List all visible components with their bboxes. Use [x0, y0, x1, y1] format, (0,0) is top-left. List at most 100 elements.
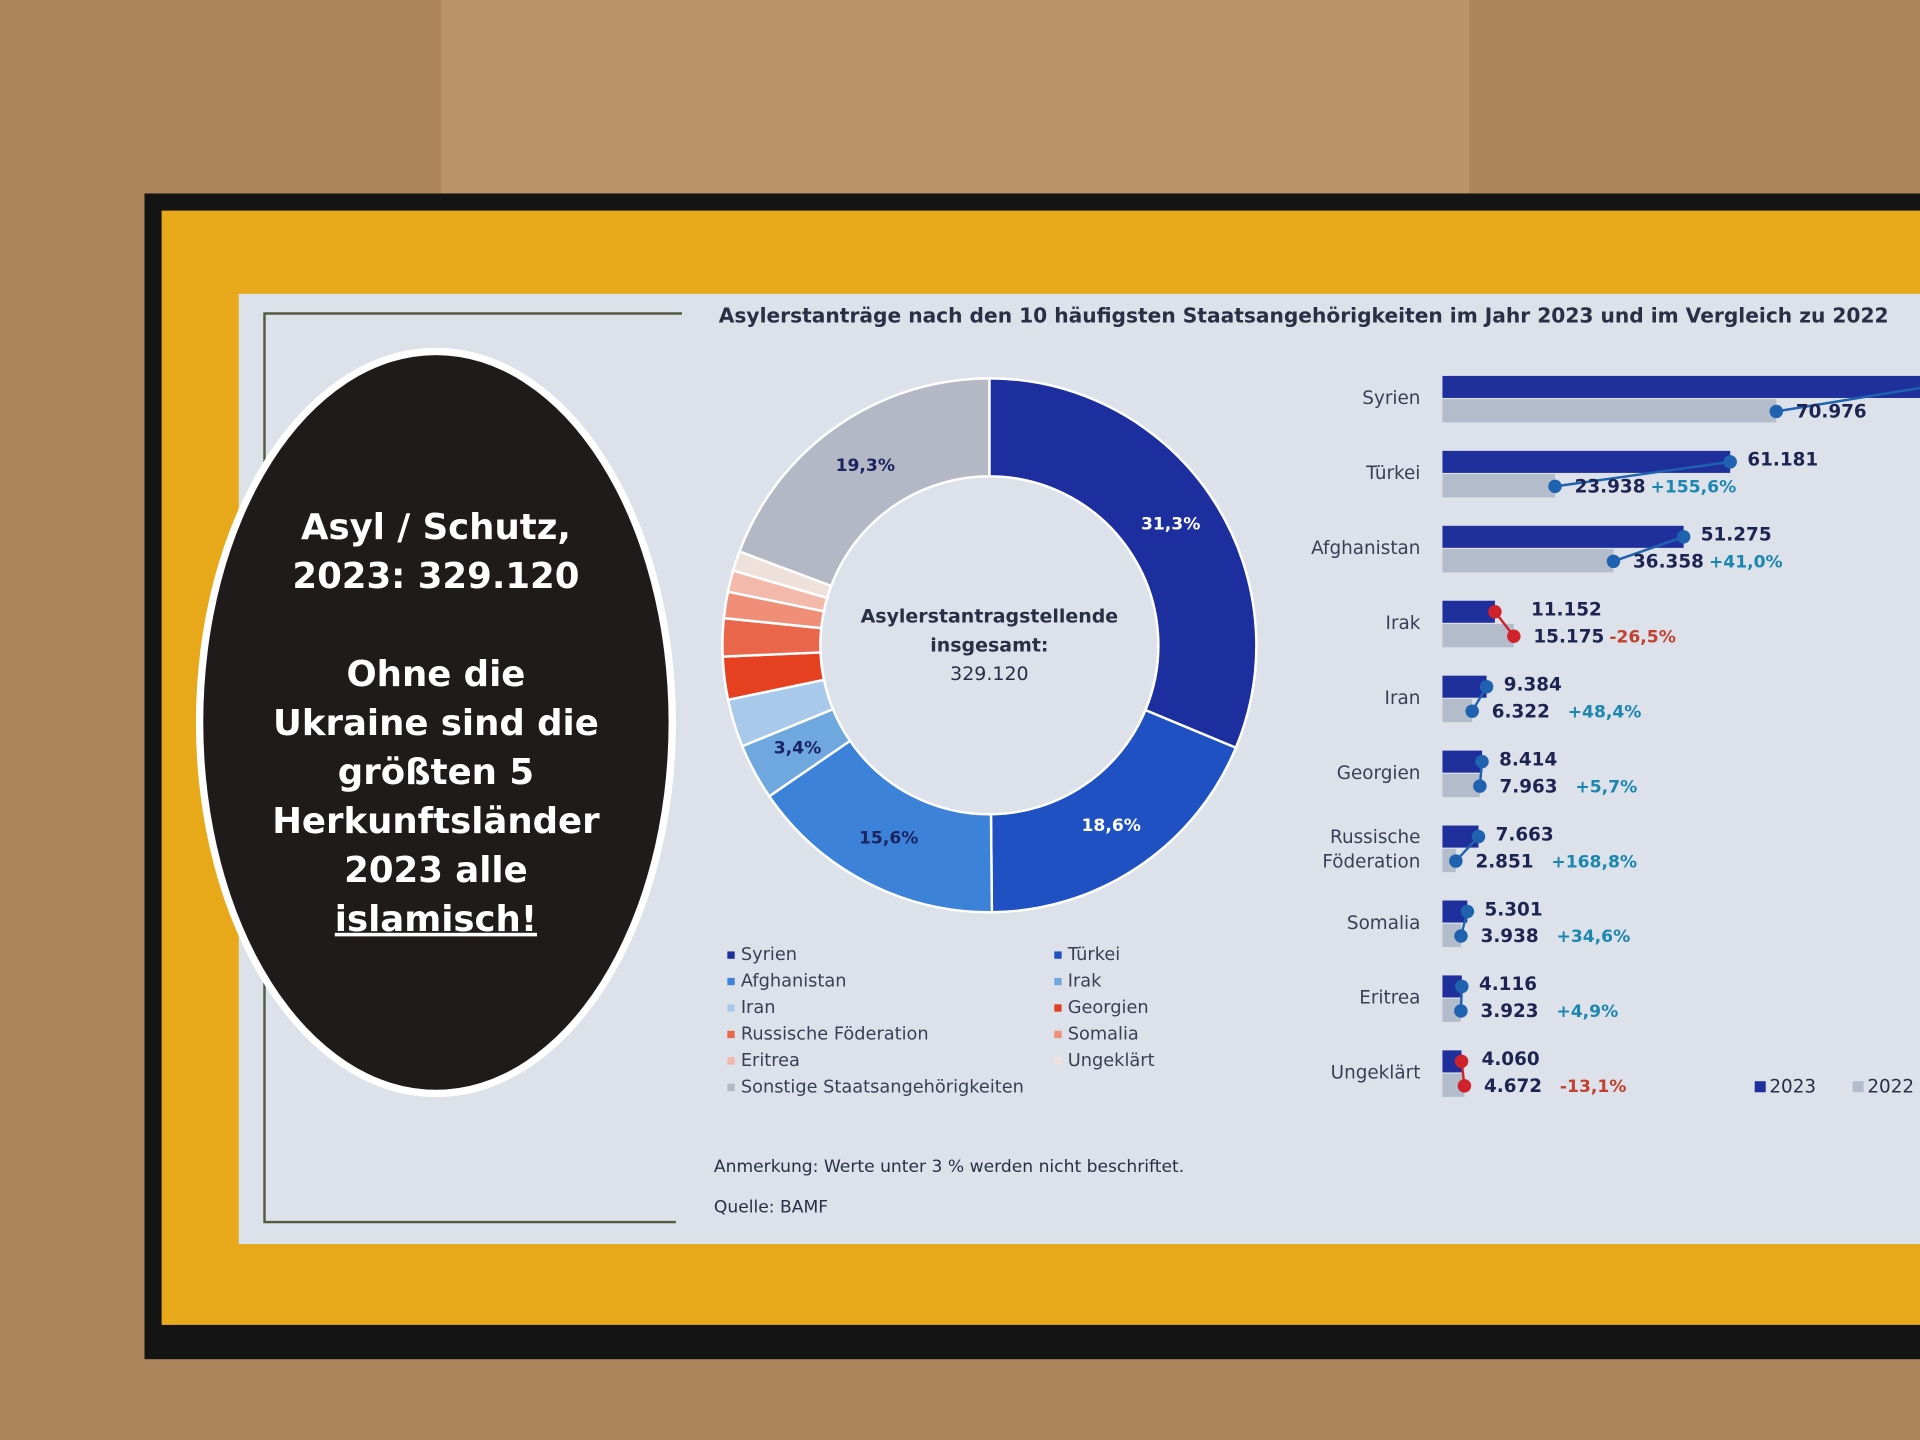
legend-label: Sonstige Staatsangehörigkeiten: [741, 1077, 1024, 1097]
legend-swatch: [727, 1057, 735, 1065]
legend-label: Ungeklärt: [1068, 1051, 1155, 1071]
dot-2023: [1676, 530, 1691, 544]
dot-2023: [1455, 979, 1469, 994]
value-label-2022: 70.976: [1796, 402, 1867, 423]
category-label: Eritrea: [1359, 988, 1420, 1009]
bar-2023: [1442, 525, 1684, 548]
bar-2023: [1442, 675, 1487, 698]
dot-2023: [1460, 904, 1475, 919]
dot-2023: [1471, 829, 1486, 844]
bar-2022: [1442, 998, 1461, 1022]
dot-2023: [1479, 679, 1494, 694]
callout-line: 2023: 329.120: [292, 556, 579, 597]
change-label: +34,6%: [1556, 927, 1630, 947]
change-label: +48,4%: [1568, 702, 1642, 722]
change-label: +168,8%: [1551, 852, 1637, 872]
callout-line: 2023 alle: [344, 850, 528, 891]
value-label-2023: 4.116: [1479, 974, 1537, 995]
value-label-2022: 2.851: [1475, 851, 1533, 872]
donut-segment: [988, 377, 1258, 750]
change-label: +5,7%: [1575, 777, 1637, 797]
callout: [203, 355, 669, 1090]
category-label: Iran: [1385, 688, 1421, 709]
dot-2023: [1475, 754, 1489, 769]
bar-2023: [1442, 1050, 1462, 1073]
value-label-2023: 9.384: [1504, 674, 1562, 695]
bar-2023: [1442, 450, 1731, 473]
legend-swatch: [727, 1083, 735, 1092]
value-label-2023: 5.301: [1485, 899, 1543, 920]
legend-swatch: [1852, 1081, 1864, 1093]
callout-line: Herkunftsländer: [272, 801, 600, 842]
bar-2022: [1442, 474, 1556, 498]
segment-label: 19,3%: [836, 456, 895, 476]
value-label-2023: 8.414: [1499, 749, 1557, 770]
change-label: +155,6%: [1651, 478, 1737, 498]
center-text: 329.120: [950, 663, 1028, 685]
bar-2022: [1442, 399, 1777, 423]
legend-swatch: [1754, 1081, 1766, 1093]
legend-swatch: [727, 977, 735, 986]
dot-2022: [1454, 1004, 1468, 1018]
value-label-2022: 36.358: [1633, 552, 1704, 573]
chart-title: Asylerstanträge nach den 10 häufigsten S…: [719, 304, 1889, 328]
legend-label: Irak: [1068, 972, 1102, 992]
dot-2022: [1449, 854, 1463, 868]
bar-2023: [1442, 375, 1920, 398]
legend-label: 2022: [1867, 1076, 1914, 1097]
value-label-2022: 6.322: [1492, 701, 1550, 722]
dot-2022: [1507, 629, 1521, 643]
category-label: Syrien: [1362, 388, 1420, 409]
legend-swatch: [727, 1030, 735, 1039]
value-label-2023: 61.181: [1747, 450, 1818, 471]
dot-2022: [1454, 929, 1468, 943]
segment-label: 18,6%: [1082, 816, 1141, 836]
legend-swatch: [1054, 1030, 1062, 1039]
value-label-2022: 4.672: [1484, 1076, 1542, 1097]
legend-label: Syrien: [741, 945, 797, 965]
segment-label: 3,4%: [774, 739, 822, 759]
dot-2023: [1454, 1054, 1469, 1069]
legend-label: Türkei: [1067, 945, 1120, 965]
bar-2022: [1442, 624, 1514, 648]
legend-swatch: [727, 951, 735, 959]
category-label: Afghanistan: [1311, 538, 1420, 559]
dot-2022: [1457, 1079, 1472, 1093]
callout-line: Ukraine sind die: [273, 703, 599, 744]
note: Anmerkung: Werte unter 3 % werden nicht …: [714, 1157, 1184, 1177]
change-label: -26,5%: [1609, 627, 1676, 647]
value-label-2022: 3.923: [1480, 1001, 1538, 1022]
source: Quelle: BAMF: [714, 1197, 828, 1217]
segment-label: 31,3%: [1141, 514, 1200, 534]
dot-2023: [1723, 455, 1737, 469]
callout-line: Asyl / Schutz,: [301, 507, 571, 548]
dot-2022: [1473, 779, 1487, 793]
bar-2022: [1442, 1073, 1465, 1097]
legend-label: Georgien: [1068, 998, 1149, 1018]
change-label: -13,1%: [1560, 1077, 1627, 1097]
value-label-2022: 7.963: [1499, 776, 1557, 797]
legend-swatch: [1054, 1057, 1062, 1065]
value-label-2023: 7.663: [1496, 824, 1554, 845]
change-line: [1776, 386, 1920, 413]
segment-label: 15,6%: [859, 829, 918, 849]
bar-2022: [1442, 549, 1614, 573]
category-label: Russische Föderation: [1317, 827, 1421, 872]
dot-2022: [1548, 479, 1562, 494]
legend-label: Russische Föderation: [741, 1024, 929, 1044]
category-label: Somalia: [1347, 913, 1420, 934]
legend-swatch: [1054, 1004, 1062, 1012]
change-line: [1554, 460, 1731, 488]
value-label-2022: 3.938: [1481, 926, 1539, 947]
legend-label: Eritrea: [741, 1051, 800, 1071]
bar-2023: [1442, 600, 1495, 623]
legend-label: Somalia: [1068, 1024, 1139, 1044]
dot-2022: [1769, 404, 1784, 419]
callout-line: größten 5: [338, 752, 534, 793]
bar-2023: [1442, 900, 1468, 923]
change-line: [1613, 535, 1685, 563]
value-label-2023: 51.275: [1701, 525, 1772, 546]
dot-2023: [1488, 605, 1502, 619]
bar-2022: [1442, 698, 1473, 723]
